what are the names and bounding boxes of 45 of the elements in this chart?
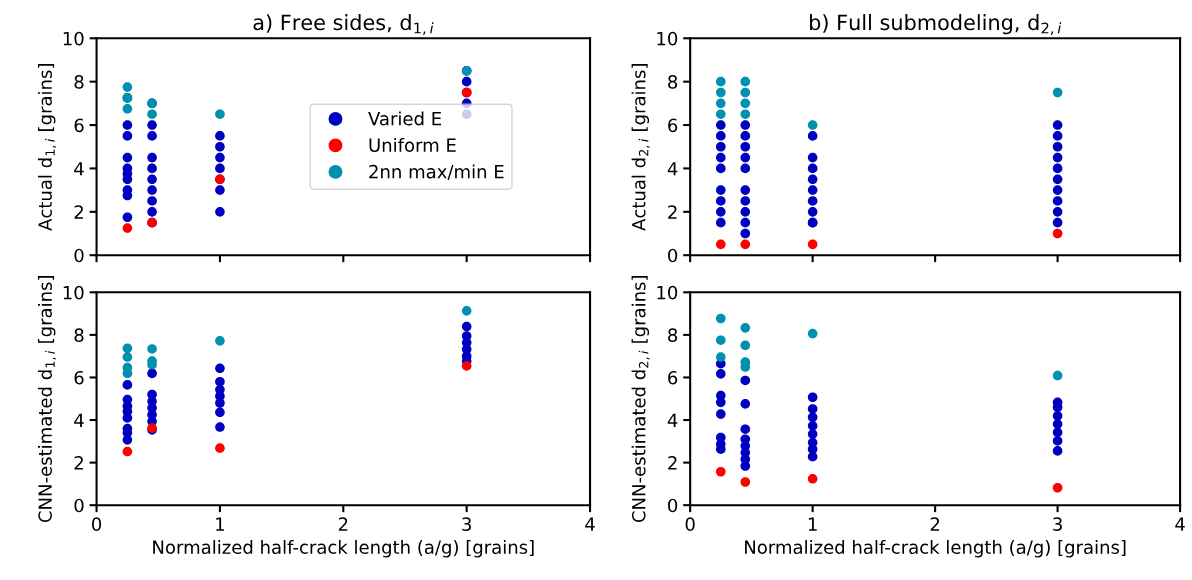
y-tick-label: 10	[63, 285, 84, 300]
y-axis-title: CNN-estimated d$_{1,i}$ [grains]	[37, 276, 57, 523]
x-tick-label: 3	[462, 517, 471, 531]
y-tick-label: 4	[667, 162, 678, 176]
y-tick-label: 0	[668, 248, 678, 263]
y-tick-label: 10	[63, 31, 84, 46]
x-tick-label: 1	[216, 517, 224, 531]
y-tick-label: 2	[668, 456, 677, 470]
x-tick-label: 3	[1053, 517, 1062, 531]
y-tick-label: 0	[74, 498, 84, 513]
y-tick-label: 4	[74, 413, 84, 427]
y-tick-label: 6	[668, 370, 678, 385]
y-tick-label: 8	[74, 328, 84, 343]
x-tick-label: 4	[585, 517, 595, 531]
y-tick-label: 10	[657, 31, 678, 46]
legend-label: Varied E	[368, 111, 441, 126]
x-tick-label: 4	[1175, 517, 1185, 531]
y-tick-label: 8	[668, 75, 678, 89]
y-tick-label: 6	[668, 118, 678, 133]
chart-title: b) Full submodeling, d$_{2,i}$	[810, 14, 1062, 36]
x-tick-label: 0	[685, 517, 695, 531]
y-tick-label: 8	[668, 328, 678, 343]
chart-title: a) Free sides, d$_{1,i}$	[253, 14, 434, 36]
y-tick-label: 10	[657, 285, 678, 300]
y-axis-title: Actual d$_{2,i}$ [grains]	[631, 64, 650, 231]
y-tick-label: 0	[74, 248, 84, 263]
y-tick-label: 2	[668, 205, 677, 219]
y-tick-label: 6	[74, 370, 84, 385]
x-axis-title: Normalized half-crack length (a/g) [grains]	[745, 540, 1126, 558]
y-axis-title: Actual d$_{1,i}$ [grains]	[37, 64, 57, 231]
x-tick-label: 2	[338, 517, 348, 531]
y-axis-title: CNN-estimated d$_{2,i}$ [grains]	[631, 276, 650, 523]
x-axis-title: Normalized half-crack length (a/g) [grains]	[153, 540, 534, 558]
x-tick-label: 1	[808, 517, 817, 531]
y-tick-label: 2	[74, 456, 83, 470]
legend-label: Uniform E	[369, 138, 456, 152]
y-tick-label: 6	[74, 118, 84, 133]
x-tick-label: 0	[92, 517, 102, 531]
x-tick-label: 2	[930, 517, 940, 531]
y-tick-label: 4	[667, 413, 678, 427]
y-tick-label: 2	[74, 205, 83, 219]
y-tick-label: 4	[74, 162, 84, 176]
y-tick-label: 8	[74, 75, 84, 89]
y-tick-label: 0	[668, 498, 678, 513]
legend-label: 2nn max/min E	[369, 164, 504, 180]
